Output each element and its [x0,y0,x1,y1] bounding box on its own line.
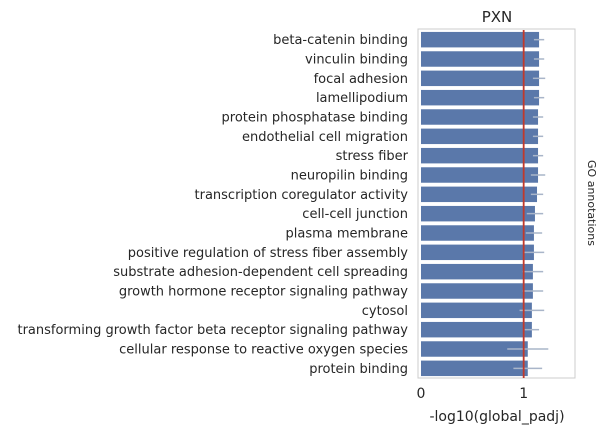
bar-14 [421,302,532,319]
category-label-8: transcription coregulator activity [195,188,409,203]
category-label-14: cytosol [362,304,408,319]
bar-0 [421,31,540,48]
bar-12 [421,263,533,280]
category-label-15: transforming growth factor beta receptor… [17,323,408,338]
bar-15 [421,321,532,338]
bar-11 [421,244,534,261]
category-label-11: positive regulation of stress fiber asse… [128,246,409,261]
bar-9 [421,205,535,222]
category-label-0: beta-catenin binding [273,33,408,48]
bar-3 [421,89,540,106]
category-label-1: vinculin binding [305,53,408,68]
bars-group [421,31,540,377]
errorbars-group [507,38,549,370]
chart-title: PXN [482,8,513,26]
bar-8 [421,186,538,203]
x-tick-label-1: 1 [519,386,528,402]
category-label-6: stress fiber [336,149,409,164]
category-label-12: substrate adhesion-dependent cell spread… [113,265,408,280]
bar-13 [421,283,533,299]
bar-17 [421,360,528,377]
bar-2 [421,70,540,87]
bar-10 [421,225,534,241]
bar-16 [421,341,528,357]
category-label-17: protein binding [309,362,408,377]
category-label-3: lamellipodium [316,91,408,106]
bar-1 [421,51,540,67]
category-label-5: endothelial cell migration [242,130,408,145]
category-label-4: protein phosphatase binding [222,111,408,126]
category-labels: beta-catenin binding vinculin binding foca… [17,33,408,377]
x-tick-label-0: 0 [417,386,426,402]
category-label-7: neuropilin binding [291,169,408,184]
category-label-13: growth hormone receptor signaling pathwa… [119,285,408,300]
category-label-2: focal adhesion [314,72,408,87]
x-axis-label: -log10(global_padj) [429,409,564,425]
category-label-9: cell-cell junction [302,207,408,222]
bar-4 [421,109,539,125]
bar-5 [421,128,539,145]
bar-7 [421,167,539,183]
side-label: GO annotations [585,160,598,246]
bar-6 [421,147,539,164]
category-label-10: plasma membrane [286,227,409,242]
plot-frame [417,28,576,379]
category-label-16: cellular response to reactive oxygen spe… [119,343,408,358]
